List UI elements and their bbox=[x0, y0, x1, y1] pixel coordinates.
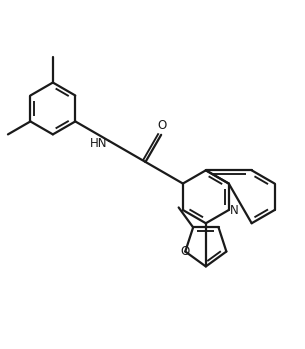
Text: N: N bbox=[230, 203, 239, 216]
Text: O: O bbox=[158, 119, 167, 132]
Text: HN: HN bbox=[90, 136, 107, 149]
Text: O: O bbox=[181, 245, 190, 258]
